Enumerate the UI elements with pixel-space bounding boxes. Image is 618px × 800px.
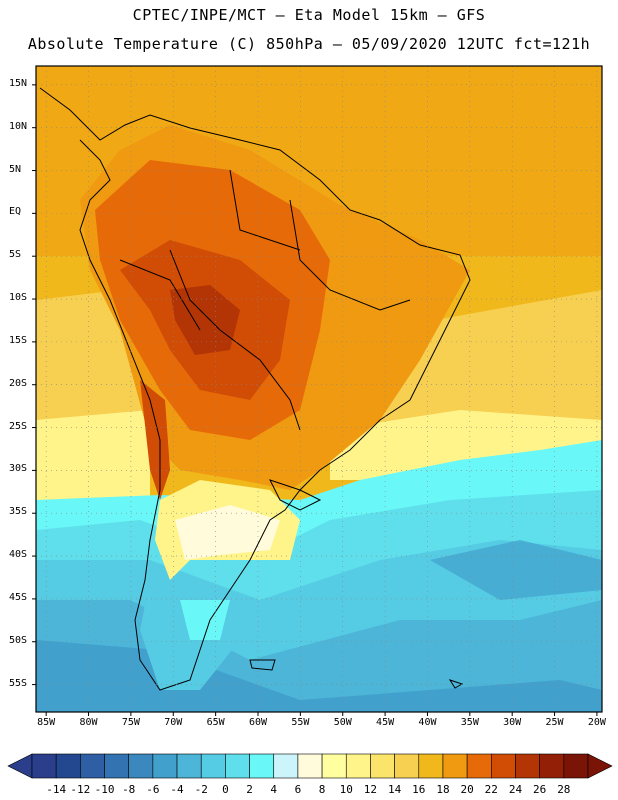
colorbar-label: 22	[484, 783, 498, 796]
colorbar-swatch	[515, 753, 540, 779]
colorbar-label: 12	[363, 783, 378, 796]
lat-tick-label: 40S	[9, 549, 28, 561]
colorbar-label: -10	[94, 783, 115, 796]
lat-tick-label: 10S	[9, 292, 28, 304]
colorbar-swatch	[176, 753, 202, 779]
colorbar-swatch	[418, 753, 444, 779]
colorbar-swatch	[152, 753, 178, 779]
lat-tick-label: 55S	[9, 677, 28, 689]
temperature-field	[36, 66, 602, 712]
lat-tick-label: 25S	[9, 420, 28, 432]
colorbar-label: 24	[508, 783, 523, 796]
colorbar-swatch	[321, 753, 347, 779]
colorbar-label: -14	[46, 783, 67, 796]
lon-tick-label: 85W	[37, 717, 56, 728]
colorbar-swatch	[563, 753, 589, 779]
lat-tick-label: 15N	[9, 77, 28, 89]
colorbar-label: 16	[412, 783, 426, 796]
lon-tick-label: 45W	[376, 717, 395, 728]
colorbar-label: 4	[270, 783, 278, 796]
lat-tick-label: 20S	[9, 377, 28, 389]
colorbar-swatch	[225, 753, 250, 779]
colorbar-swatch	[31, 753, 57, 779]
lat-tick-label: 5S	[9, 249, 22, 261]
plot-frame	[35, 65, 603, 713]
lon-tick-label: 20W	[587, 717, 606, 728]
colorbar-label: 18	[436, 783, 450, 796]
colorbar-label: 10	[339, 783, 353, 796]
colorbar-label: -2	[194, 783, 208, 796]
colorbar-label: 26	[533, 783, 547, 796]
coastlines	[39, 87, 471, 691]
colorbar-label: 8	[318, 783, 326, 796]
map-title: CPTEC/INPE/MCT – Eta Model 15km – GFS	[132, 6, 486, 24]
lat-tick-label: 5N	[9, 163, 22, 175]
colorbar-swatch	[442, 753, 468, 779]
colorbar-label: 6	[294, 783, 302, 796]
lat-tick-label: 15S	[9, 334, 28, 346]
colorbar-swatch	[370, 753, 395, 779]
colorbar	[7, 753, 613, 779]
colorbar-label: 0	[222, 783, 229, 796]
colorbar-swatch	[104, 753, 129, 779]
lat-tick-label: 35S	[9, 506, 28, 518]
colorbar-label: 2	[246, 783, 253, 796]
colorbar-swatch	[55, 753, 81, 779]
colorbar-swatch	[466, 753, 492, 779]
colorbar-swatch	[273, 753, 299, 779]
lon-tick-label: 50W	[333, 717, 352, 728]
lat-tick-label: 10N	[9, 120, 28, 132]
colorbar-label: -12	[70, 783, 91, 796]
colorbar-label: -8	[122, 783, 136, 796]
lon-tick-label: 40W	[418, 717, 437, 728]
map-subtitle: Absolute Temperature (C) 850hPa – 05/09/…	[27, 35, 591, 53]
lat-tick-label: 50S	[9, 634, 28, 646]
lon-tick-label: 60W	[248, 717, 268, 728]
colorbar-label: 14	[387, 783, 402, 796]
colorbar-max-arrow	[587, 753, 613, 779]
lat-tick-label: EQ	[9, 206, 22, 218]
lon-tick-label: 80W	[79, 717, 98, 728]
colorbar-swatch	[394, 753, 420, 779]
lon-tick-label: 30W	[503, 717, 522, 728]
lat-tick-label: 30S	[9, 463, 28, 475]
colorbar-swatch	[539, 753, 565, 779]
lon-tick-label: 70W	[164, 717, 183, 728]
colorbar-swatch	[491, 753, 516, 779]
colorbar-swatch	[249, 753, 275, 779]
colorbar-swatch	[80, 753, 105, 779]
colorbar-label: -6	[146, 783, 160, 796]
colorbar-label: -4	[170, 783, 184, 796]
lat-tick-label: 45S	[9, 591, 28, 603]
lon-tick-label: 65W	[206, 717, 225, 728]
colorbar-label: 20	[460, 783, 474, 796]
lon-tick-label: 55W	[291, 717, 310, 728]
colorbar-swatch	[345, 753, 371, 779]
lon-tick-label: 35W	[460, 717, 479, 728]
colorbar-label: 28	[557, 783, 571, 796]
colorbar-swatch	[200, 753, 226, 779]
colorbar-swatch	[297, 753, 323, 779]
colorbar-swatch	[128, 753, 154, 779]
lon-tick-label: 75W	[121, 717, 140, 728]
axis-ticks	[32, 84, 598, 716]
lon-tick-label: 25W	[545, 717, 564, 728]
colorbar-min-arrow	[7, 753, 33, 779]
